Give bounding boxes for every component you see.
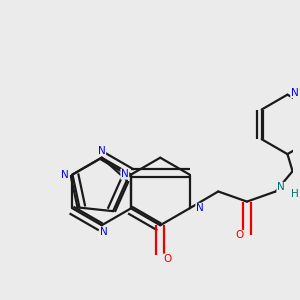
Text: N: N (196, 203, 204, 213)
Text: N: N (121, 169, 129, 179)
Text: N: N (98, 146, 106, 155)
Text: N: N (277, 182, 285, 192)
Text: N: N (61, 169, 69, 180)
Text: O: O (236, 230, 244, 240)
Text: H: H (291, 188, 299, 199)
Text: N: N (291, 88, 298, 98)
Text: N: N (100, 227, 108, 237)
Text: O: O (163, 254, 172, 264)
